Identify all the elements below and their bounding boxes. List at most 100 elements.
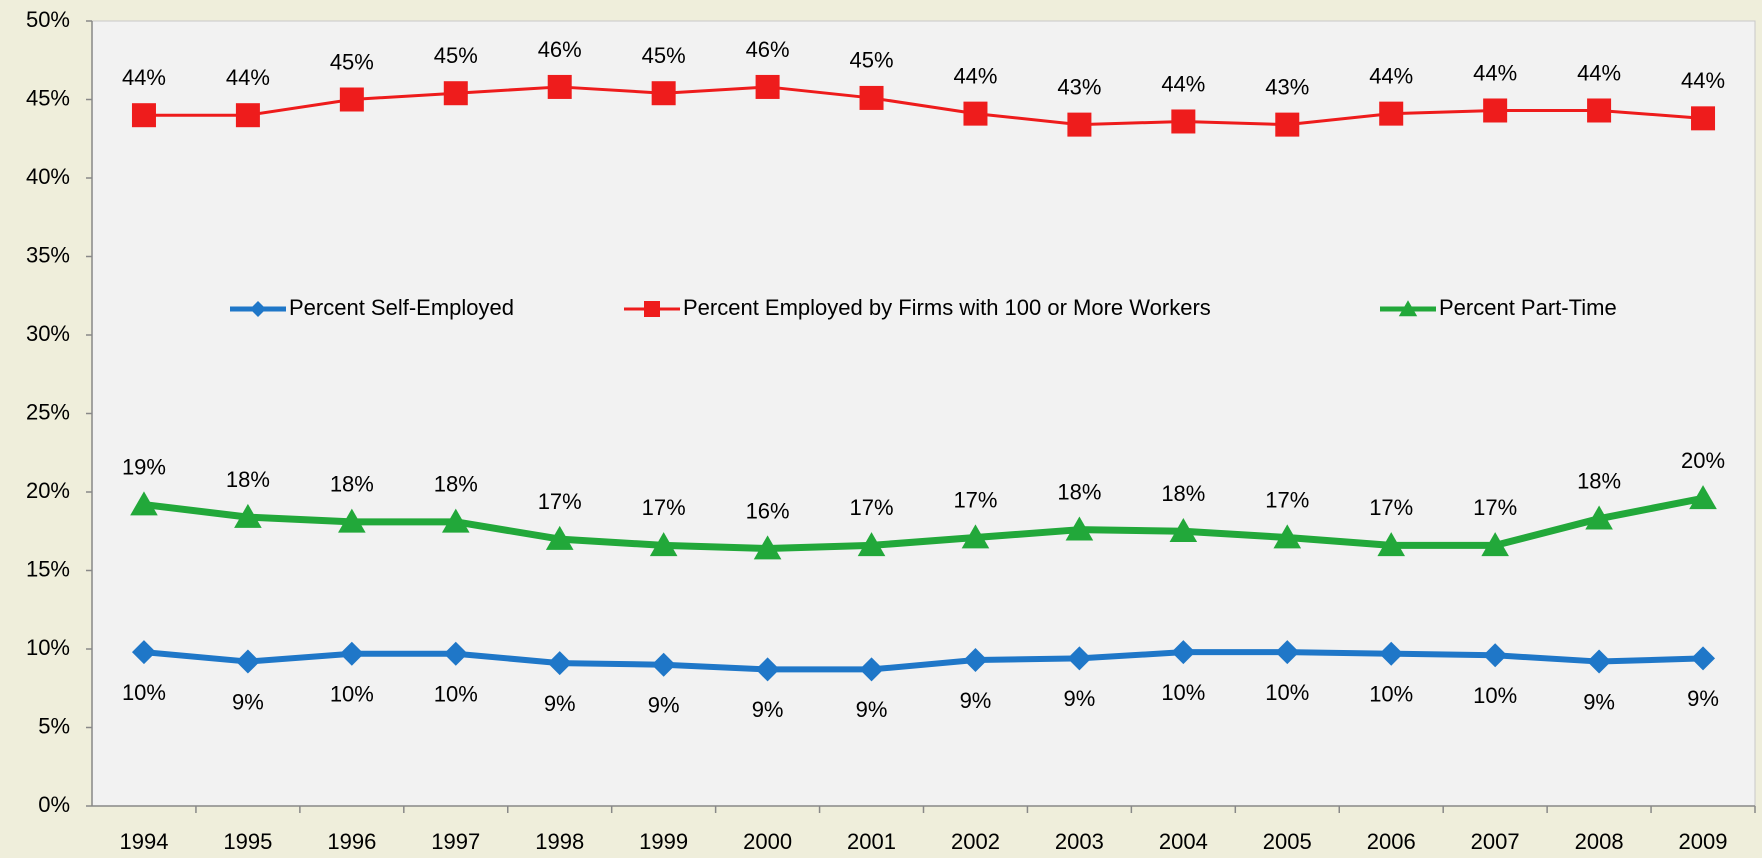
- data-label: 20%: [1681, 448, 1725, 473]
- x-tick-label: 2003: [1055, 829, 1104, 854]
- marker: [651, 652, 676, 677]
- data-label: 17%: [538, 489, 582, 514]
- data-label: 9%: [544, 691, 576, 716]
- data-label: 10%: [1265, 680, 1309, 705]
- x-tick-label: 1994: [119, 829, 168, 854]
- marker: [235, 103, 260, 128]
- y-tick-label: 40%: [26, 164, 70, 189]
- data-label: 46%: [538, 37, 582, 62]
- marker: [1169, 518, 1198, 543]
- data-label: 10%: [1161, 680, 1205, 705]
- data-label: 10%: [1473, 683, 1517, 708]
- x-tick-label: 2005: [1263, 829, 1312, 854]
- data-label: 18%: [330, 472, 374, 497]
- data-label: 9%: [1687, 686, 1719, 711]
- marker: [649, 532, 678, 557]
- y-tick-label: 20%: [26, 478, 70, 503]
- marker: [859, 85, 884, 110]
- data-label: 17%: [1473, 495, 1517, 520]
- marker: [755, 74, 780, 99]
- x-tick-label: 1995: [223, 829, 272, 854]
- data-label: 44%: [1161, 71, 1205, 96]
- data-label: 43%: [1265, 74, 1309, 99]
- data-label: 17%: [1369, 495, 1413, 520]
- y-tick-label: 30%: [26, 321, 70, 346]
- data-label: 19%: [122, 454, 166, 479]
- data-label: 44%: [1473, 60, 1517, 85]
- marker: [857, 532, 886, 557]
- marker: [1481, 532, 1509, 557]
- marker: [235, 649, 260, 674]
- marker: [1067, 646, 1092, 671]
- marker: [1275, 640, 1300, 665]
- data-label: 18%: [226, 467, 270, 492]
- x-tick-label: 1999: [639, 829, 688, 854]
- y-tick-label: 15%: [26, 556, 70, 581]
- data-label: 10%: [330, 682, 374, 707]
- data-label: 16%: [746, 498, 790, 523]
- data-label: 9%: [752, 697, 784, 722]
- series-line: [143, 85, 1704, 127]
- marker: [1585, 505, 1613, 530]
- marker: [1171, 640, 1196, 665]
- marker: [1483, 643, 1508, 668]
- data-label: 18%: [1057, 479, 1101, 504]
- y-tick-label: 25%: [26, 399, 70, 424]
- data-label: 44%: [1681, 68, 1725, 93]
- y-tick-label: 35%: [26, 242, 70, 267]
- marker: [1273, 524, 1302, 549]
- data-label: 9%: [232, 689, 264, 714]
- marker: [545, 525, 574, 550]
- marker: [1065, 516, 1094, 541]
- marker: [443, 641, 468, 666]
- y-tick-label: 5%: [38, 713, 70, 738]
- x-tick-label: 2000: [743, 829, 792, 854]
- marker: [338, 508, 366, 533]
- marker: [963, 647, 988, 672]
- data-label: 44%: [226, 65, 270, 90]
- marker: [443, 81, 468, 106]
- data-label: 45%: [850, 48, 894, 73]
- legend-label: Percent Self-Employed: [289, 295, 514, 320]
- data-label: 43%: [1057, 74, 1101, 99]
- data-label: 44%: [122, 65, 166, 90]
- marker: [1691, 646, 1716, 671]
- marker: [1379, 101, 1404, 126]
- marker: [963, 101, 988, 126]
- data-label: 9%: [648, 693, 680, 718]
- marker: [441, 508, 470, 533]
- y-tick-label: 50%: [26, 7, 70, 32]
- data-label: 44%: [1577, 60, 1621, 85]
- x-tick-label: 2006: [1367, 829, 1416, 854]
- legend-label: Percent Part-Time: [1439, 295, 1617, 320]
- marker: [753, 535, 782, 560]
- data-label: 45%: [330, 49, 374, 74]
- x-tick-label: 2002: [951, 829, 1000, 854]
- marker: [339, 87, 364, 112]
- y-tick-label: 45%: [26, 85, 70, 110]
- data-label: 17%: [642, 495, 686, 520]
- x-tick-label: 1997: [431, 829, 480, 854]
- data-label: 9%: [1064, 686, 1096, 711]
- marker: [1379, 641, 1404, 666]
- marker: [1483, 98, 1508, 123]
- marker: [234, 503, 262, 528]
- data-label: 9%: [960, 688, 992, 713]
- data-label: 46%: [746, 37, 790, 62]
- marker: [547, 74, 572, 99]
- marker: [755, 657, 780, 682]
- marker: [1067, 112, 1092, 137]
- data-label: 18%: [1577, 469, 1621, 494]
- marker: [1689, 485, 1717, 510]
- x-tick-label: 2009: [1679, 829, 1728, 854]
- data-label: 44%: [1369, 63, 1413, 88]
- legend-label: Percent Employed by Firms with 100 or Mo…: [683, 295, 1211, 320]
- data-label: 45%: [642, 43, 686, 68]
- data-label: 44%: [953, 63, 997, 88]
- marker: [1275, 112, 1300, 137]
- marker: [131, 640, 156, 665]
- marker: [1398, 300, 1418, 317]
- marker: [1587, 98, 1612, 123]
